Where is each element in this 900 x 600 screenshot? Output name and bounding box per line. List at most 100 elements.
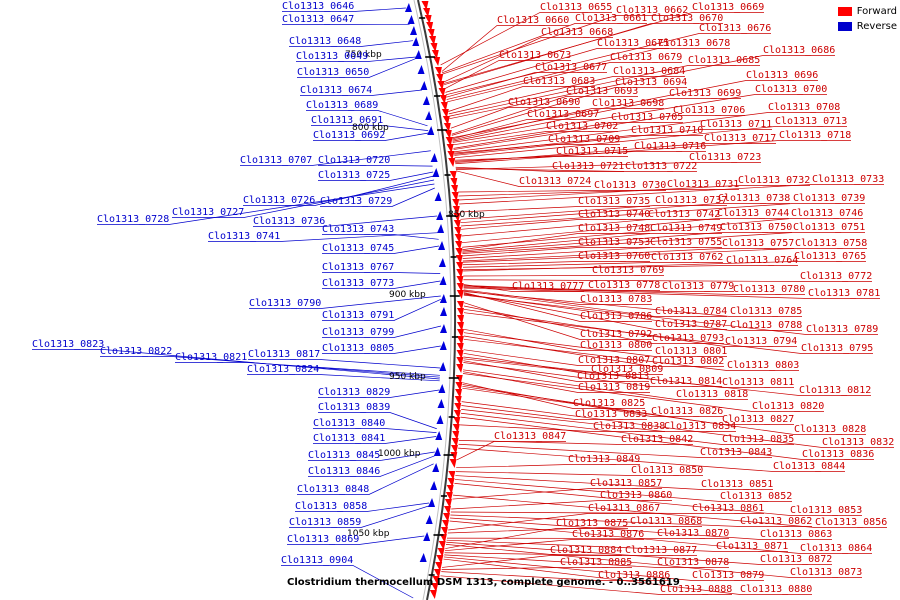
forward-gene-arrow[interactable]: [456, 308, 464, 317]
reverse-gene-arrow[interactable]: [432, 463, 440, 472]
forward-gene-arrow[interactable]: [429, 590, 437, 599]
reverse-gene-arrow[interactable]: [425, 515, 433, 524]
reverse-gene-arrow[interactable]: [412, 37, 420, 46]
reverse-gene-arrow[interactable]: [432, 168, 440, 177]
forward-gene-arrow[interactable]: [456, 350, 464, 359]
forward-gene-arrow[interactable]: [440, 527, 448, 536]
forward-gene-arrow[interactable]: [426, 22, 434, 31]
forward-gene-arrow[interactable]: [454, 227, 462, 236]
forward-gene-arrow[interactable]: [457, 315, 464, 324]
reverse-gene-arrow[interactable]: [430, 153, 438, 162]
forward-gene-arrow[interactable]: [456, 283, 464, 292]
forward-gene-arrow[interactable]: [439, 534, 447, 543]
forward-gene-arrow[interactable]: [453, 220, 461, 229]
reverse-gene-arrow[interactable]: [434, 192, 442, 201]
forward-gene-arrow[interactable]: [454, 234, 462, 243]
reverse-gene-arrow[interactable]: [437, 399, 445, 408]
reverse-gene-arrow[interactable]: [404, 3, 412, 12]
forward-gene-arrow[interactable]: [441, 520, 449, 529]
forward-gene-arrow[interactable]: [446, 144, 454, 153]
forward-gene-arrow[interactable]: [451, 438, 459, 447]
reverse-gene-arrow[interactable]: [439, 324, 447, 333]
forward-gene-arrow[interactable]: [456, 343, 464, 352]
forward-gene-arrow[interactable]: [448, 471, 456, 480]
forward-gene-arrow[interactable]: [449, 171, 457, 180]
forward-gene-arrow[interactable]: [452, 424, 460, 433]
forward-gene-arrow[interactable]: [452, 431, 460, 440]
reverse-gene-arrow[interactable]: [430, 481, 438, 490]
forward-gene-arrow[interactable]: [440, 102, 448, 111]
reverse-gene-arrow[interactable]: [423, 532, 431, 541]
forward-gene-arrow[interactable]: [443, 123, 451, 132]
reverse-gene-arrow[interactable]: [407, 15, 415, 24]
forward-gene-arrow[interactable]: [446, 485, 454, 494]
forward-gene-arrow[interactable]: [431, 583, 439, 592]
forward-gene-arrow[interactable]: [456, 269, 464, 278]
reverse-gene-arrow[interactable]: [422, 96, 430, 105]
forward-gene-arrow[interactable]: [444, 130, 452, 139]
forward-gene-arrow[interactable]: [444, 499, 452, 508]
forward-gene-arrow[interactable]: [448, 158, 456, 167]
reverse-gene-arrow[interactable]: [436, 415, 444, 424]
forward-gene-arrow[interactable]: [430, 43, 438, 52]
forward-gene-arrow[interactable]: [427, 29, 435, 38]
forward-gene-arrow[interactable]: [429, 36, 437, 45]
reverse-gene-arrow[interactable]: [439, 341, 447, 350]
forward-gene-arrow[interactable]: [456, 329, 464, 338]
forward-gene-arrow[interactable]: [456, 301, 464, 310]
forward-gene-arrow[interactable]: [437, 81, 445, 90]
forward-gene-arrow[interactable]: [456, 290, 464, 299]
forward-gene-arrow[interactable]: [454, 396, 462, 405]
forward-gene-arrow[interactable]: [445, 492, 453, 501]
forward-gene-arrow[interactable]: [434, 67, 442, 76]
forward-gene-arrow[interactable]: [454, 403, 462, 412]
forward-gene-arrow[interactable]: [431, 50, 439, 59]
forward-gene-arrow[interactable]: [432, 576, 440, 585]
reverse-gene-arrow[interactable]: [419, 553, 427, 562]
reverse-gene-arrow[interactable]: [439, 276, 447, 285]
reverse-gene-arrow[interactable]: [439, 294, 447, 303]
reverse-gene-arrow[interactable]: [420, 81, 428, 90]
forward-gene-arrow[interactable]: [451, 192, 459, 201]
forward-gene-arrow[interactable]: [437, 548, 445, 557]
forward-gene-arrow[interactable]: [438, 88, 446, 97]
forward-gene-arrow[interactable]: [436, 555, 444, 564]
forward-gene-arrow[interactable]: [450, 178, 458, 187]
reverse-gene-arrow[interactable]: [438, 384, 446, 393]
forward-gene-arrow[interactable]: [455, 255, 463, 264]
reverse-gene-arrow[interactable]: [439, 307, 447, 316]
reverse-gene-arrow[interactable]: [417, 65, 425, 74]
forward-gene-arrow[interactable]: [433, 57, 441, 66]
forward-gene-arrow[interactable]: [455, 382, 463, 391]
forward-gene-arrow[interactable]: [441, 109, 449, 118]
forward-gene-arrow[interactable]: [456, 322, 464, 331]
reverse-gene-arrow[interactable]: [414, 50, 422, 59]
forward-gene-arrow[interactable]: [447, 151, 455, 160]
forward-gene-arrow[interactable]: [436, 74, 444, 83]
forward-gene-arrow[interactable]: [455, 241, 463, 250]
forward-gene-arrow[interactable]: [456, 276, 464, 285]
forward-gene-arrow[interactable]: [442, 116, 450, 125]
reverse-gene-arrow[interactable]: [438, 258, 446, 267]
reverse-gene-arrow[interactable]: [436, 211, 444, 220]
forward-gene-arrow[interactable]: [450, 185, 458, 194]
forward-gene-arrow[interactable]: [424, 15, 432, 24]
forward-gene-arrow[interactable]: [456, 336, 464, 345]
forward-gene-arrow[interactable]: [455, 248, 463, 257]
forward-gene-arrow[interactable]: [450, 445, 458, 454]
forward-gene-arrow[interactable]: [456, 262, 463, 271]
forward-gene-arrow[interactable]: [449, 459, 457, 468]
reverse-gene-arrow[interactable]: [438, 241, 446, 250]
forward-gene-arrow[interactable]: [421, 1, 429, 10]
reverse-gene-arrow[interactable]: [427, 126, 435, 135]
forward-gene-arrow[interactable]: [452, 199, 460, 208]
forward-gene-arrow[interactable]: [433, 569, 441, 578]
forward-gene-arrow[interactable]: [453, 417, 461, 426]
reverse-gene-arrow[interactable]: [425, 111, 433, 120]
forward-gene-arrow[interactable]: [456, 357, 464, 366]
forward-gene-arrow[interactable]: [443, 506, 451, 515]
forward-gene-arrow[interactable]: [447, 478, 455, 487]
forward-gene-arrow[interactable]: [435, 562, 443, 571]
forward-gene-arrow[interactable]: [452, 206, 460, 215]
reverse-gene-arrow[interactable]: [428, 498, 436, 507]
